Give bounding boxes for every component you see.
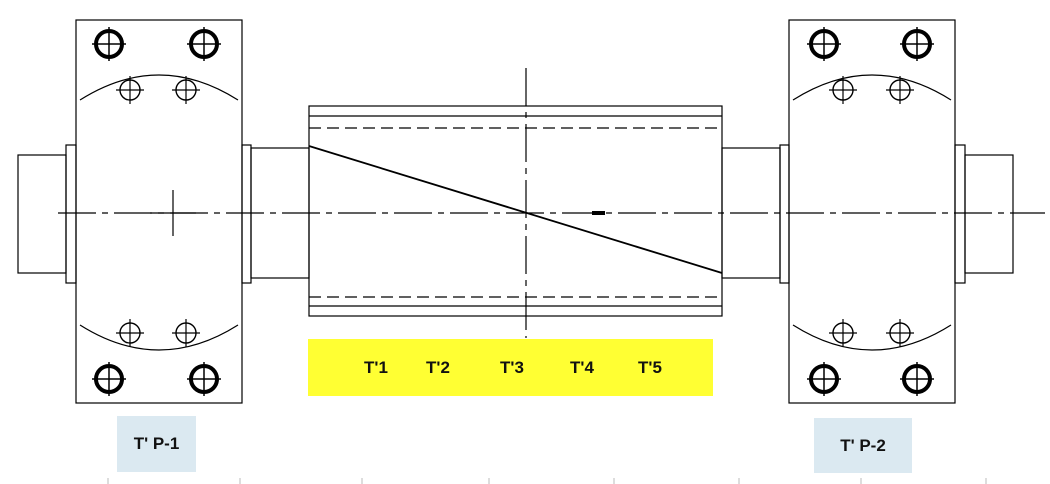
point-label-t1: T'1 xyxy=(364,357,388,377)
roll-body xyxy=(308,68,723,338)
right-shaft-stub xyxy=(964,154,1014,274)
left-bearing-housing xyxy=(75,19,243,404)
right-stub-flange xyxy=(954,144,966,284)
right-bearing-flange xyxy=(779,144,790,284)
point-label-t4: T'4 xyxy=(570,357,594,377)
measurement-band: T'1 T'2 T'3 T'4 T'5 xyxy=(308,339,713,396)
point-label-t2: T'2 xyxy=(426,357,450,377)
point-label-t3: T'3 xyxy=(500,357,524,377)
bottom-scale xyxy=(107,478,987,484)
left-bearing-flange xyxy=(241,144,252,284)
left-stub-flange xyxy=(65,144,77,284)
left-bearing-label: T' P-1 xyxy=(117,416,196,472)
center-mark xyxy=(592,211,605,215)
right-bearing-housing xyxy=(788,19,956,404)
left-shaft-stub xyxy=(17,154,67,274)
point-label-t5: T'5 xyxy=(638,357,662,377)
right-bearing-label: T' P-2 xyxy=(814,418,912,473)
diagonal-line xyxy=(308,145,723,274)
